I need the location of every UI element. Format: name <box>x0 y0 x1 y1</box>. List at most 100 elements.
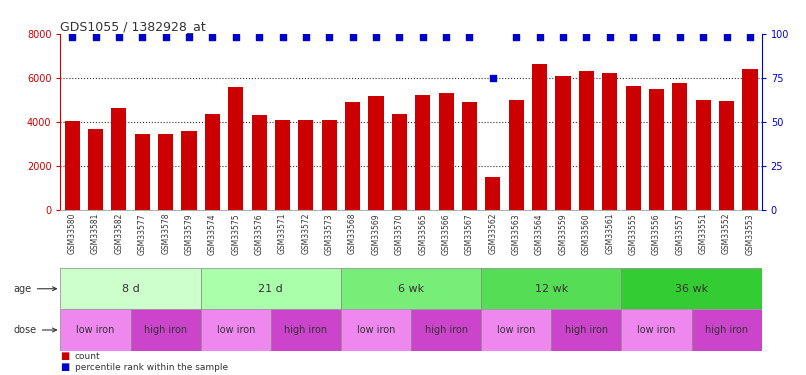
Text: GSM33571: GSM33571 <box>278 213 287 254</box>
Text: low iron: low iron <box>497 325 535 335</box>
Bar <box>60 309 131 351</box>
Text: age: age <box>14 284 56 294</box>
Text: 8 d: 8 d <box>122 284 139 294</box>
Text: GSM33564: GSM33564 <box>535 213 544 255</box>
Point <box>299 34 312 40</box>
Text: GSM33566: GSM33566 <box>442 213 451 255</box>
Bar <box>181 131 197 210</box>
Text: GSM33565: GSM33565 <box>418 213 427 255</box>
Bar <box>551 309 621 351</box>
Point <box>416 34 429 40</box>
Bar <box>205 114 220 210</box>
Text: GSM33578: GSM33578 <box>161 213 170 254</box>
Text: GSM33577: GSM33577 <box>138 213 147 255</box>
Point <box>369 34 382 40</box>
Bar <box>135 134 150 210</box>
Bar <box>649 89 664 210</box>
Text: GSM33568: GSM33568 <box>348 213 357 254</box>
Point <box>486 75 499 81</box>
Bar <box>322 120 337 210</box>
Bar <box>345 102 360 210</box>
Point <box>603 34 616 40</box>
Bar <box>341 268 481 309</box>
Text: GSM33574: GSM33574 <box>208 213 217 255</box>
Bar <box>532 64 547 210</box>
Text: low iron: low iron <box>217 325 255 335</box>
Bar <box>415 96 430 210</box>
Text: GSM33582: GSM33582 <box>114 213 123 254</box>
Text: 21 d: 21 d <box>259 284 283 294</box>
Bar <box>509 100 524 210</box>
Bar <box>88 129 103 210</box>
Bar <box>625 86 641 210</box>
Bar <box>579 71 594 210</box>
Bar <box>251 115 267 210</box>
Text: GSM33569: GSM33569 <box>372 213 380 255</box>
Point <box>580 34 592 40</box>
Text: GSM33575: GSM33575 <box>231 213 240 255</box>
Point <box>322 34 335 40</box>
Text: high iron: high iron <box>285 325 327 335</box>
Bar <box>368 96 384 210</box>
Text: low iron: low iron <box>77 325 114 335</box>
Point <box>276 34 289 40</box>
Point <box>89 34 102 40</box>
Point <box>673 34 686 40</box>
Bar <box>275 120 290 210</box>
Bar <box>392 114 407 210</box>
Bar <box>131 309 201 351</box>
Point <box>463 34 476 40</box>
Point <box>135 34 148 40</box>
Bar <box>621 268 762 309</box>
Bar <box>411 309 481 351</box>
Bar <box>481 309 551 351</box>
Bar <box>228 87 243 210</box>
Point <box>509 34 522 40</box>
Text: dose: dose <box>14 325 56 335</box>
Text: GDS1055 / 1382928_at: GDS1055 / 1382928_at <box>60 20 206 33</box>
Bar <box>201 309 271 351</box>
Point <box>439 34 452 40</box>
Text: ■: ■ <box>60 351 69 361</box>
Text: GSM33557: GSM33557 <box>675 213 684 255</box>
Point <box>720 34 733 40</box>
Text: GSM33559: GSM33559 <box>559 213 567 255</box>
Point <box>112 34 125 40</box>
Point <box>696 34 709 40</box>
Point <box>229 34 242 40</box>
Point <box>393 34 405 40</box>
Text: GSM33570: GSM33570 <box>395 213 404 255</box>
Point <box>533 34 546 40</box>
Bar <box>692 309 762 351</box>
Point <box>650 34 663 40</box>
Text: percentile rank within the sample: percentile rank within the sample <box>75 363 228 372</box>
Point <box>206 34 218 40</box>
Text: GSM33572: GSM33572 <box>301 213 310 254</box>
Point <box>65 34 78 40</box>
Bar <box>742 69 758 210</box>
Bar <box>481 268 621 309</box>
Bar <box>438 93 454 210</box>
Bar <box>341 309 411 351</box>
Point <box>159 34 172 40</box>
Bar <box>719 101 734 210</box>
Text: 12 wk: 12 wk <box>534 284 568 294</box>
Text: GSM33552: GSM33552 <box>722 213 731 254</box>
Text: ■: ■ <box>60 362 69 372</box>
Text: GSM33562: GSM33562 <box>488 213 497 254</box>
Text: high iron: high iron <box>144 325 187 335</box>
Bar <box>298 120 314 210</box>
Text: GSM33560: GSM33560 <box>582 213 591 255</box>
Bar <box>201 268 341 309</box>
Bar <box>602 73 617 210</box>
Text: GSM33553: GSM33553 <box>746 213 754 255</box>
Point <box>252 34 265 40</box>
Text: high iron: high iron <box>705 325 748 335</box>
Bar <box>555 76 571 210</box>
Bar <box>696 100 711 210</box>
Text: GSM33567: GSM33567 <box>465 213 474 255</box>
Bar <box>64 121 80 210</box>
Text: low iron: low iron <box>638 325 675 335</box>
Bar <box>271 309 341 351</box>
Point <box>743 34 756 40</box>
